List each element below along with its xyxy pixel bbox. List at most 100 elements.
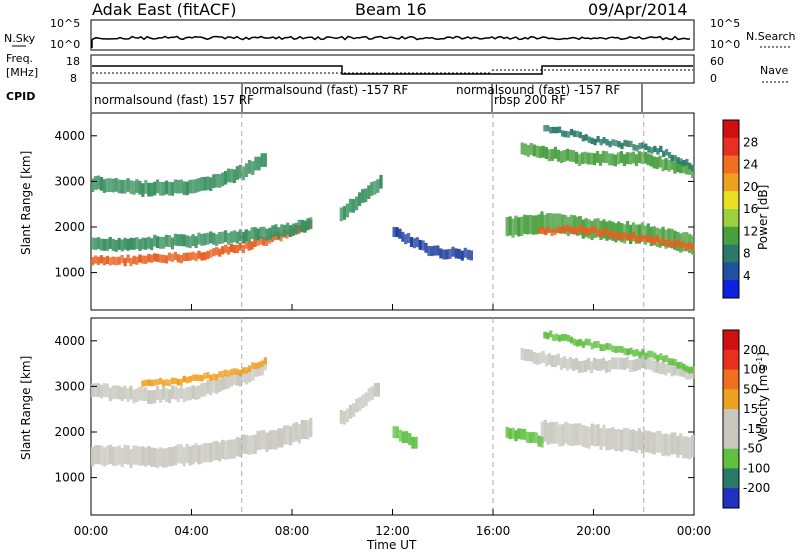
- velocity-band-cell: [520, 428, 524, 440]
- power-band-cell: [132, 255, 136, 264]
- power-band-cell: [555, 126, 559, 134]
- velocity-band-cell: [164, 448, 169, 468]
- power-band-cell: [691, 244, 695, 252]
- velocity-band-cell: [581, 341, 585, 348]
- velocity-band-cell: [611, 427, 615, 450]
- power-band-cell: [523, 143, 527, 156]
- velocity-band-cell: [176, 379, 180, 386]
- velocity-band-cell: [224, 440, 228, 460]
- power-band-cell: [593, 226, 597, 233]
- velocity-band-cell: [559, 358, 563, 370]
- velocity-band-cell: [561, 334, 565, 341]
- power-band-cell: [179, 179, 183, 194]
- velocity-band-cell: [685, 365, 689, 373]
- velocity-band-cell: [235, 437, 239, 457]
- power-band-cell: [161, 181, 166, 196]
- velocity-band-cell: [161, 448, 166, 468]
- velocity-band-cell: [191, 445, 195, 465]
- power-cbar-tick: 4: [743, 269, 751, 283]
- velocity-band-cell: [159, 447, 163, 467]
- power-band-cell: [661, 159, 665, 172]
- velocity-colorbar-label-exp: -1: [755, 357, 764, 365]
- power-band-cell: [682, 160, 686, 167]
- power-band-cell: [167, 235, 172, 247]
- velocity-band-cell: [571, 359, 576, 371]
- velocity-band-cell: [523, 428, 527, 440]
- power-band-cell: [640, 235, 644, 242]
- velocity-band-cell: [238, 372, 242, 387]
- velocity-band-cell: [227, 439, 231, 460]
- power-band-cell: [596, 228, 600, 236]
- velocity-colorbar: -200 -100 -50 -15 15 50 100 200: [722, 329, 770, 509]
- power-band-cell: [623, 139, 627, 147]
- power-band-cell: [99, 177, 104, 191]
- velocity-band-cell: [188, 446, 192, 466]
- velocity-band-cell: [191, 385, 195, 399]
- velocity-band-cell: [670, 432, 674, 455]
- power-cbar-tick: 12: [743, 224, 758, 238]
- power-cbar-tick: 28: [743, 135, 758, 149]
- velocity-band-cell: [650, 350, 654, 358]
- power-band-cell: [185, 252, 189, 261]
- power-band-cell: [635, 145, 639, 152]
- power-band-cell: [640, 152, 644, 164]
- power-band-cell: [203, 252, 207, 261]
- power-band-cell: [691, 164, 695, 172]
- power-band-cell: [565, 224, 569, 232]
- power-band-cell: [547, 149, 551, 162]
- velocity-band-cell: [589, 361, 594, 373]
- velocity-band-cell: [117, 445, 121, 465]
- power-band-cell: [120, 255, 124, 264]
- velocity-band-cell: [159, 377, 163, 385]
- velocity-band-cell: [244, 434, 248, 454]
- vel-cbar-frame: [722, 329, 740, 509]
- power-band-cell: [194, 236, 198, 248]
- velocity-band-cell: [583, 360, 588, 373]
- time-tick-label: 00:00: [74, 524, 109, 538]
- power-band-cell: [520, 142, 524, 155]
- velocity-band-cell: [206, 442, 210, 463]
- velocity-band-cell: [277, 428, 281, 448]
- power-band-cell: [646, 223, 650, 243]
- power-band-cell: [259, 226, 263, 239]
- velocity-band-cell: [411, 436, 415, 449]
- time-tick-label: 20:00: [576, 524, 611, 538]
- velocity-band-cell: [241, 367, 245, 374]
- velocity-band-cell: [263, 357, 267, 365]
- freq-tick-bottom: 8: [70, 72, 77, 85]
- velocity-band-cell: [224, 369, 228, 376]
- velocity-band-cell: [355, 398, 359, 413]
- power-band-cell: [644, 143, 648, 150]
- velocity-band-cell: [568, 356, 573, 369]
- power-band-cell: [271, 225, 275, 238]
- power-band-cell: [563, 215, 568, 235]
- power-band-cell: [170, 182, 174, 196]
- power-band-cell: [94, 237, 98, 250]
- power-band-cell: [141, 183, 145, 197]
- velocity-band-cell: [587, 426, 591, 449]
- power-band-cell: [439, 248, 443, 259]
- power-band-cell: [661, 226, 665, 246]
- power-band-cell: [553, 228, 557, 236]
- power-band-cell: [91, 237, 95, 250]
- velocity-band-cell: [358, 397, 362, 411]
- power-band-cell: [574, 151, 579, 164]
- velocity-band-cell: [587, 338, 591, 346]
- velocity-band-cell: [555, 333, 559, 341]
- velocity-band-cell: [150, 447, 154, 467]
- velocity-band-cell: [392, 426, 396, 439]
- vel-cbar-swatch: [723, 468, 739, 489]
- power-band-cell: [602, 137, 606, 144]
- velocity-band-cell: [638, 351, 642, 359]
- velocity-band-cell: [688, 366, 692, 374]
- velocity-band-cell: [91, 383, 95, 398]
- power-band-cell: [679, 241, 683, 249]
- power-band-cell: [185, 181, 189, 196]
- velocity-band-cell: [567, 423, 571, 446]
- velocity-band-cell: [232, 368, 237, 375]
- power-cbar-swatch: [723, 262, 739, 281]
- velocity-band-cell: [229, 368, 234, 376]
- power-band-cell: [599, 139, 603, 146]
- velocity-band-cell: [188, 376, 192, 383]
- power-band-cell: [658, 155, 662, 168]
